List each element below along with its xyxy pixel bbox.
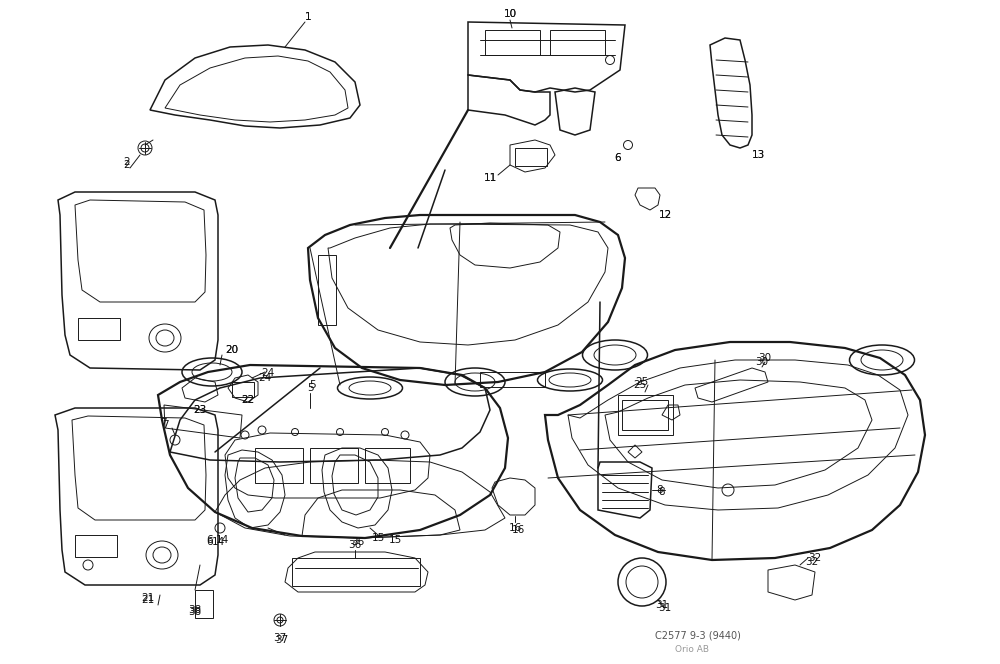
Text: 30: 30 — [758, 353, 772, 363]
Text: 24: 24 — [258, 373, 272, 383]
Text: 15: 15 — [371, 533, 385, 543]
Text: 36: 36 — [348, 540, 362, 550]
Bar — [255, 448, 303, 483]
Bar — [485, 30, 540, 55]
Text: Orio AB: Orio AB — [675, 645, 709, 655]
Text: 31: 31 — [658, 603, 672, 613]
Bar — [622, 400, 668, 430]
Text: 38: 38 — [188, 607, 202, 617]
Text: 7: 7 — [160, 418, 166, 428]
Text: 12: 12 — [658, 210, 672, 220]
Text: 25: 25 — [635, 377, 649, 387]
Text: 11: 11 — [483, 173, 497, 183]
Text: C2577 9-3 (9440): C2577 9-3 (9440) — [655, 630, 741, 640]
Text: 1: 1 — [305, 12, 311, 22]
Text: 20: 20 — [225, 345, 239, 355]
Bar — [232, 382, 254, 397]
Bar — [365, 448, 410, 483]
Text: 7: 7 — [162, 420, 168, 430]
Text: 10: 10 — [503, 9, 517, 19]
Text: 6: 6 — [207, 535, 213, 545]
Text: 22: 22 — [241, 395, 255, 405]
Bar — [75, 535, 117, 557]
Text: 37: 37 — [273, 633, 287, 643]
Text: 2: 2 — [124, 157, 130, 167]
Text: 20: 20 — [225, 345, 239, 355]
Text: 38: 38 — [188, 605, 202, 615]
Bar — [310, 448, 358, 483]
Text: 10: 10 — [503, 9, 517, 19]
Text: 31: 31 — [655, 600, 669, 610]
Text: 32: 32 — [808, 553, 822, 563]
Text: 21: 21 — [141, 595, 155, 605]
Bar — [78, 318, 120, 340]
Text: 24: 24 — [261, 368, 275, 378]
Text: 23: 23 — [193, 405, 207, 415]
Text: 1: 1 — [305, 12, 311, 22]
Text: 8: 8 — [657, 485, 663, 495]
Text: 23: 23 — [193, 405, 207, 415]
Bar — [292, 558, 420, 586]
Text: 16: 16 — [511, 525, 525, 535]
Text: 15: 15 — [388, 535, 402, 545]
Bar — [618, 395, 673, 435]
Text: 30: 30 — [755, 357, 769, 367]
Text: 8: 8 — [659, 487, 665, 497]
Text: 2: 2 — [124, 160, 130, 170]
Text: 22: 22 — [241, 395, 255, 405]
Text: 11: 11 — [483, 173, 497, 183]
Text: 21: 21 — [141, 593, 155, 603]
Text: 36: 36 — [351, 537, 365, 547]
Text: 13: 13 — [751, 150, 765, 160]
Bar — [480, 372, 545, 387]
Text: 13: 13 — [751, 150, 765, 160]
Text: 6: 6 — [615, 153, 621, 163]
Text: 6: 6 — [615, 153, 621, 163]
Bar — [195, 590, 213, 618]
Bar — [550, 30, 605, 55]
Bar — [318, 255, 336, 325]
Text: 5: 5 — [307, 383, 313, 393]
Bar — [515, 148, 547, 166]
Text: 25: 25 — [633, 380, 647, 390]
Text: 6: 6 — [207, 537, 213, 547]
Text: 14: 14 — [215, 535, 229, 545]
Text: 12: 12 — [658, 210, 672, 220]
Text: 37: 37 — [275, 635, 289, 645]
Text: 16: 16 — [508, 523, 522, 533]
Text: 5: 5 — [309, 380, 315, 390]
Text: 32: 32 — [805, 557, 819, 567]
Text: 14: 14 — [211, 537, 225, 547]
